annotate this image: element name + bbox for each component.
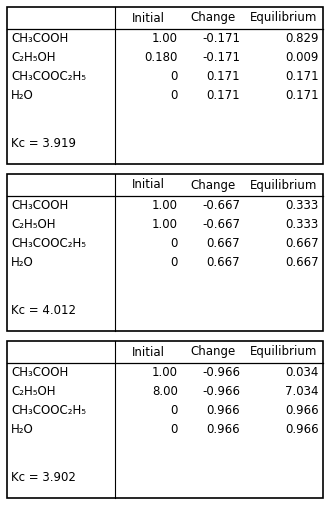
Text: CH₃COOH: CH₃COOH (11, 199, 68, 212)
Text: 0: 0 (171, 89, 178, 102)
Text: 0.667: 0.667 (285, 237, 319, 250)
Text: CH₃COOH: CH₃COOH (11, 32, 68, 45)
Text: 0: 0 (171, 423, 178, 436)
Text: 0.034: 0.034 (286, 366, 319, 379)
Text: Kc = 4.012: Kc = 4.012 (11, 304, 76, 317)
Text: Equilibrium: Equilibrium (250, 345, 317, 359)
Text: -0.667: -0.667 (202, 199, 240, 212)
Text: CH₃COOH: CH₃COOH (11, 366, 68, 379)
Text: 0.333: 0.333 (286, 199, 319, 212)
Text: -0.667: -0.667 (202, 218, 240, 231)
Text: 0.667: 0.667 (206, 237, 240, 250)
Text: 0.333: 0.333 (286, 218, 319, 231)
Text: CH₃COOC₂H₅: CH₃COOC₂H₅ (11, 404, 86, 417)
Text: C₂H₅OH: C₂H₅OH (11, 385, 55, 398)
Text: C₂H₅OH: C₂H₅OH (11, 218, 55, 231)
Text: 0.667: 0.667 (206, 256, 240, 269)
Text: H₂O: H₂O (11, 423, 34, 436)
Text: 0.829: 0.829 (285, 32, 319, 45)
Text: 1.00: 1.00 (152, 366, 178, 379)
Text: -0.171: -0.171 (202, 51, 240, 64)
Text: Initial: Initial (132, 12, 165, 25)
Text: Change: Change (190, 12, 236, 25)
Bar (7, 341, 323, 498)
Text: 0: 0 (171, 237, 178, 250)
Text: H₂O: H₂O (11, 89, 34, 102)
Text: -0.171: -0.171 (202, 32, 240, 45)
Text: Change: Change (190, 178, 236, 191)
Text: 0.667: 0.667 (285, 256, 319, 269)
Text: C₂H₅OH: C₂H₅OH (11, 51, 55, 64)
Text: 0.966: 0.966 (285, 404, 319, 417)
Text: 7.034: 7.034 (285, 385, 319, 398)
Text: CH₃COOC₂H₅: CH₃COOC₂H₅ (11, 237, 86, 250)
Text: -0.966: -0.966 (202, 366, 240, 379)
Text: -0.966: -0.966 (202, 385, 240, 398)
Bar (7, 7, 323, 164)
Text: Equilibrium: Equilibrium (250, 178, 317, 191)
Text: 0.180: 0.180 (145, 51, 178, 64)
Text: 0.966: 0.966 (206, 404, 240, 417)
Text: 0.009: 0.009 (286, 51, 319, 64)
Text: Initial: Initial (132, 178, 165, 191)
Text: 0.966: 0.966 (285, 423, 319, 436)
Text: 0.966: 0.966 (206, 423, 240, 436)
Text: Kc = 3.902: Kc = 3.902 (11, 471, 76, 484)
Text: 0: 0 (171, 256, 178, 269)
Text: 0.171: 0.171 (285, 70, 319, 83)
Text: CH₃COOC₂H₅: CH₃COOC₂H₅ (11, 70, 86, 83)
Text: Equilibrium: Equilibrium (250, 12, 317, 25)
Text: Kc = 3.919: Kc = 3.919 (11, 137, 76, 150)
Text: 0: 0 (171, 70, 178, 83)
Text: 8.00: 8.00 (152, 385, 178, 398)
Text: Change: Change (190, 345, 236, 359)
Text: 0.171: 0.171 (285, 89, 319, 102)
Text: 1.00: 1.00 (152, 218, 178, 231)
Bar (7, 174, 323, 331)
Text: 1.00: 1.00 (152, 32, 178, 45)
Text: 0: 0 (171, 404, 178, 417)
Text: 0.171: 0.171 (206, 70, 240, 83)
Text: Initial: Initial (132, 345, 165, 359)
Text: 1.00: 1.00 (152, 199, 178, 212)
Text: H₂O: H₂O (11, 256, 34, 269)
Text: 0.171: 0.171 (206, 89, 240, 102)
